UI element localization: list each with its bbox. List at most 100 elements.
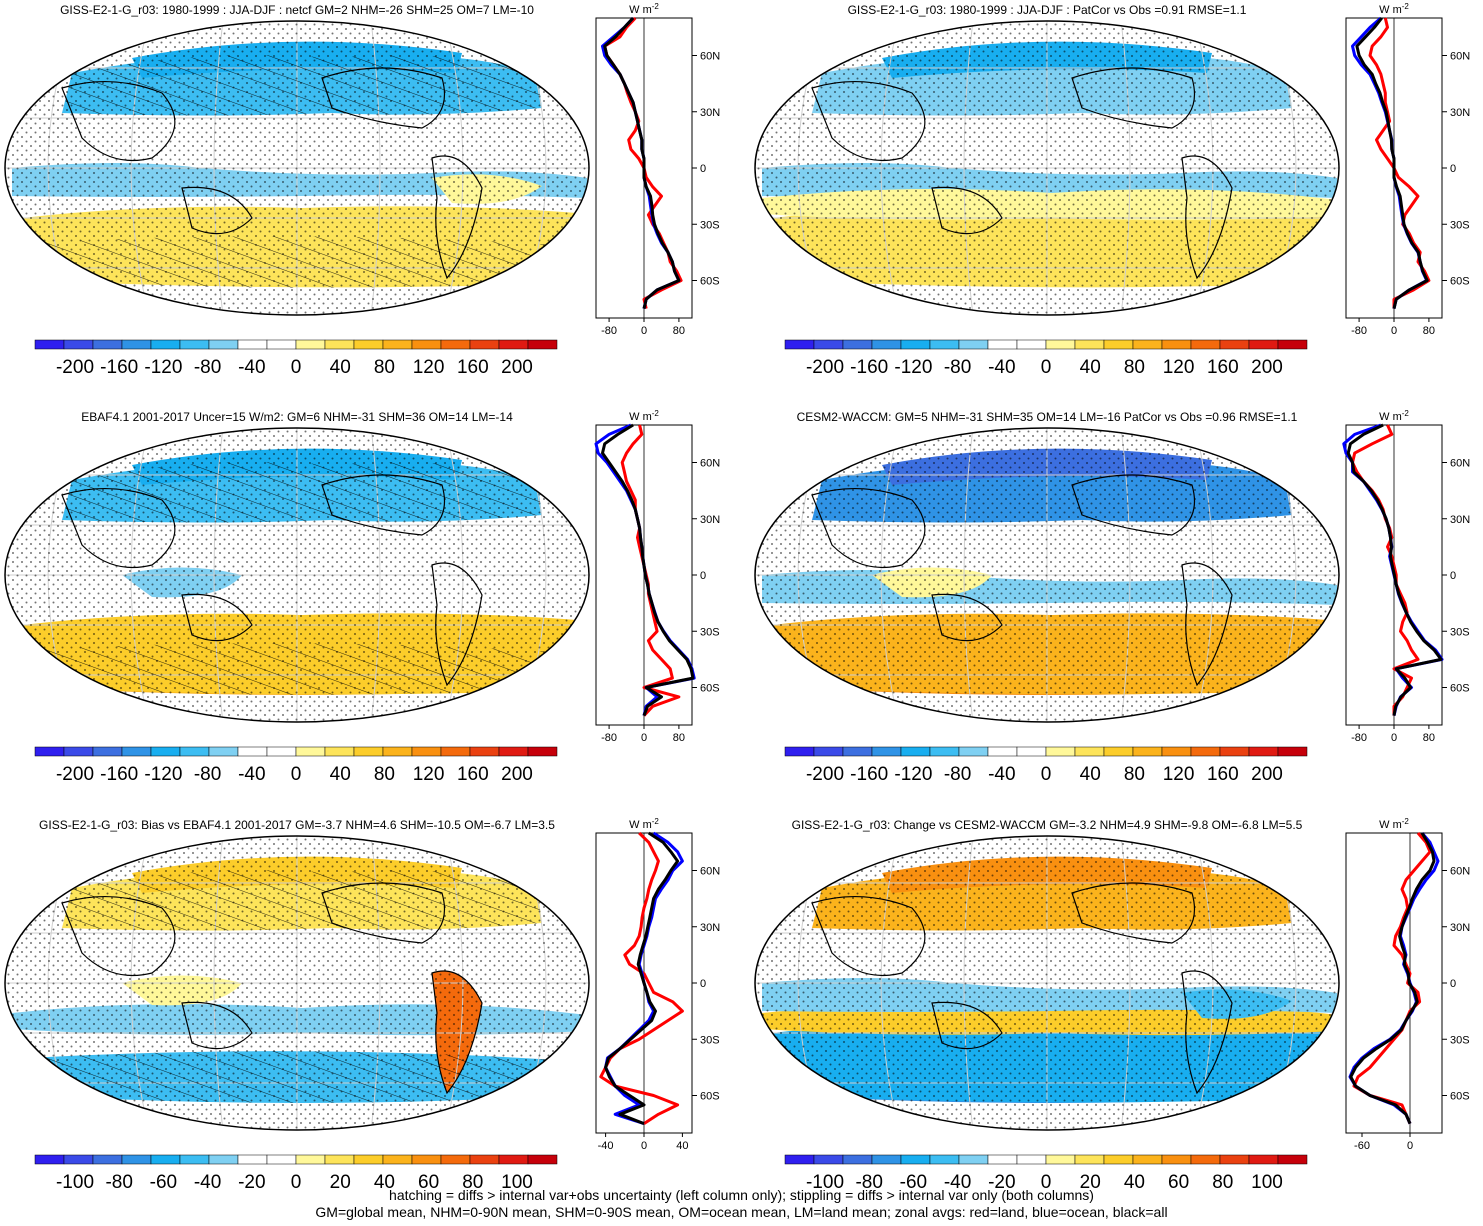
colorbar-segment <box>121 746 152 757</box>
units-exponent: -2 <box>1402 817 1410 826</box>
lat-label: 30S <box>1450 626 1470 638</box>
units-exponent: -2 <box>1402 2 1410 11</box>
colorbar-segment <box>1045 746 1076 757</box>
colorbar-segment <box>237 339 268 350</box>
colorbar-segment <box>469 339 500 350</box>
zonal-profile: W m-2 60N 30N 0 30S 60S -80 0 80 <box>594 409 720 744</box>
zonal-xtick-label: -80 <box>1351 732 1367 744</box>
zonal-xtick-label: 40 <box>676 1140 688 1152</box>
figure-footnote: hatching = diffs > internal var+obs unce… <box>0 1187 1483 1221</box>
colorbar-segment <box>440 339 471 350</box>
zonal-xtick-label: 80 <box>673 325 685 337</box>
colorbar-segment <box>208 339 239 350</box>
lat-label: 60S <box>700 683 720 695</box>
colorbar: -200 -160 -120 -80 -40 0 40 80 120 160 200 <box>784 339 1308 378</box>
colorbar-label: 40 <box>330 764 351 785</box>
zonal-line-all <box>1355 17 1429 309</box>
colorbar-segment <box>527 746 558 757</box>
panel-title: GISS-E2-1-G_r03: Change vs CESM2-WACCM G… <box>792 818 1303 832</box>
hatching-overlay <box>27 870 572 1103</box>
colorbar-segment <box>266 339 297 350</box>
colorbar-segment <box>1016 339 1047 350</box>
colorbar-segment <box>1103 1154 1134 1165</box>
zonal-xtick-label: 0 <box>641 325 647 337</box>
units-text: W m <box>1379 819 1402 831</box>
panel-title: GISS-E2-1-G_r03: 1980-1999 : JJA-DJF : n… <box>60 3 534 17</box>
colorbar-segment <box>34 339 65 350</box>
map-plot <box>754 427 1340 723</box>
colorbar-segment <box>266 1154 297 1165</box>
colorbar-segment <box>498 1154 529 1165</box>
map-field <box>5 21 589 315</box>
colorbar-segment <box>929 1154 960 1165</box>
zonal-line-all <box>604 831 680 1125</box>
colorbar-label: -160 <box>100 764 138 785</box>
colorbar-label: 0 <box>291 357 302 378</box>
lat-label: 30N <box>700 922 720 934</box>
colorbar-segment <box>440 746 471 757</box>
colorbar-segment <box>871 339 902 350</box>
zonal-line-all <box>601 423 695 717</box>
colorbar-label: 80 <box>1124 357 1145 378</box>
colorbar-segment <box>1161 1154 1192 1165</box>
colorbar-label: 160 <box>457 357 489 378</box>
lat-label: 0 <box>700 978 706 990</box>
colorbar-label: 0 <box>291 1172 302 1193</box>
colorbar-segment <box>498 746 529 757</box>
colorbar-label: 100 <box>1251 1172 1283 1193</box>
colorbar-segment <box>1074 746 1105 757</box>
map-plot <box>754 835 1340 1131</box>
colorbar-segment <box>987 1154 1018 1165</box>
colorbar-segment <box>440 1154 471 1165</box>
colorbar-segment <box>1248 1154 1279 1165</box>
colorbar-segment <box>92 1154 123 1165</box>
map-field <box>5 428 589 722</box>
panel-3: EBAF4.1 2001-2017 Uncer=15 W/m2: GM=6 NH… <box>4 409 720 785</box>
colorbar-label: 20 <box>1080 1172 1101 1193</box>
colorbar-segment <box>121 1154 152 1165</box>
colorbar-segment <box>813 746 844 757</box>
colorbar-segment <box>266 746 297 757</box>
units-text: W m <box>1379 4 1402 16</box>
colorbar-label: 120 <box>1163 764 1195 785</box>
lat-label: 0 <box>700 570 706 582</box>
colorbar-label: -80 <box>944 357 971 378</box>
colorbar-segment <box>1219 1154 1250 1165</box>
lat-label: 60S <box>1450 276 1470 288</box>
colorbar-segment <box>179 746 210 757</box>
colorbar-label: -20 <box>238 1172 265 1193</box>
colorbar-segment <box>842 1154 873 1165</box>
colorbar-segment <box>813 1154 844 1165</box>
zonal-line-all <box>1349 832 1436 1125</box>
colorbar-segment <box>63 1154 94 1165</box>
map-plot <box>4 20 590 316</box>
colorbar-label: 0 <box>1041 764 1052 785</box>
colorbar-segment <box>1016 1154 1047 1165</box>
map-border <box>4 835 590 1131</box>
colorbar-label: 120 <box>1163 357 1195 378</box>
colorbar-label: -160 <box>850 357 888 378</box>
colorbar-segment <box>63 339 94 350</box>
colorbar: -200 -160 -120 -80 -40 0 40 80 120 160 200 <box>34 746 558 785</box>
colorbar-segment <box>958 746 989 757</box>
colorbar-segment <box>179 339 210 350</box>
zonal-profile: W m-2 60N 30N 0 30S 60S -80 0 80 <box>1345 2 1470 337</box>
colorbar-segment <box>295 1154 326 1165</box>
colorbar-label: -20 <box>988 1172 1015 1193</box>
colorbar-segment <box>1190 1154 1221 1165</box>
colorbar-segment <box>353 1154 384 1165</box>
colorbar-label: -80 <box>194 764 221 785</box>
units-exponent: -2 <box>652 2 660 11</box>
lat-label: 60N <box>1450 866 1470 878</box>
map-field <box>755 428 1339 722</box>
colorbar-segment <box>150 1154 181 1165</box>
colorbar-label: 40 <box>330 357 351 378</box>
colorbar-segment <box>1277 746 1308 757</box>
map-border <box>754 20 1340 316</box>
colorbar-segment <box>958 339 989 350</box>
colorbar-label: 40 <box>1080 357 1101 378</box>
colorbar-segment <box>324 339 355 350</box>
colorbar-label: -200 <box>806 764 844 785</box>
colorbar-label: -200 <box>56 357 94 378</box>
lat-label: 30N <box>1450 514 1470 526</box>
